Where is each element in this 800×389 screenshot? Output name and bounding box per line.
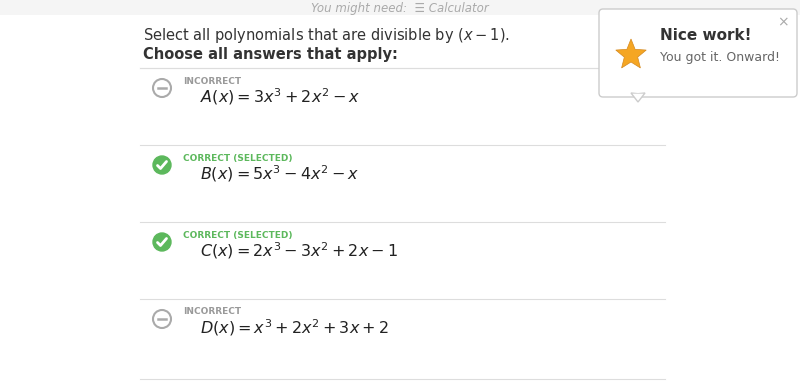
Text: $C(x) = 2x^3 - 3x^2 + 2x - 1$: $C(x) = 2x^3 - 3x^2 + 2x - 1$ [200,241,398,261]
FancyBboxPatch shape [599,9,797,97]
Polygon shape [631,92,645,93]
Text: INCORRECT: INCORRECT [183,307,241,317]
Text: CORRECT (SELECTED): CORRECT (SELECTED) [183,231,293,240]
Text: $D(x) = x^3 + 2x^2 + 3x + 2$: $D(x) = x^3 + 2x^2 + 3x + 2$ [200,318,389,338]
Text: Select all polynomials that are divisible by $(x - 1)$.: Select all polynomials that are divisibl… [143,26,510,44]
Text: ×: × [777,15,789,29]
Text: You might need:  ☰ Calculator: You might need: ☰ Calculator [311,2,489,14]
Polygon shape [631,93,645,102]
Text: INCORRECT: INCORRECT [183,77,241,86]
Text: $B(x) = 5x^3 - 4x^2 - x$: $B(x) = 5x^3 - 4x^2 - x$ [200,164,359,184]
Circle shape [153,233,171,251]
Text: CORRECT (SELECTED): CORRECT (SELECTED) [183,154,293,163]
Text: $A(x) = 3x^3 + 2x^2 - x$: $A(x) = 3x^3 + 2x^2 - x$ [200,87,360,107]
Polygon shape [616,39,646,68]
Text: Nice work!: Nice work! [660,28,751,42]
Text: Choose all answers that apply:: Choose all answers that apply: [143,47,398,61]
FancyBboxPatch shape [0,15,800,389]
Circle shape [153,156,171,174]
Text: You got it. Onward!: You got it. Onward! [660,51,780,63]
